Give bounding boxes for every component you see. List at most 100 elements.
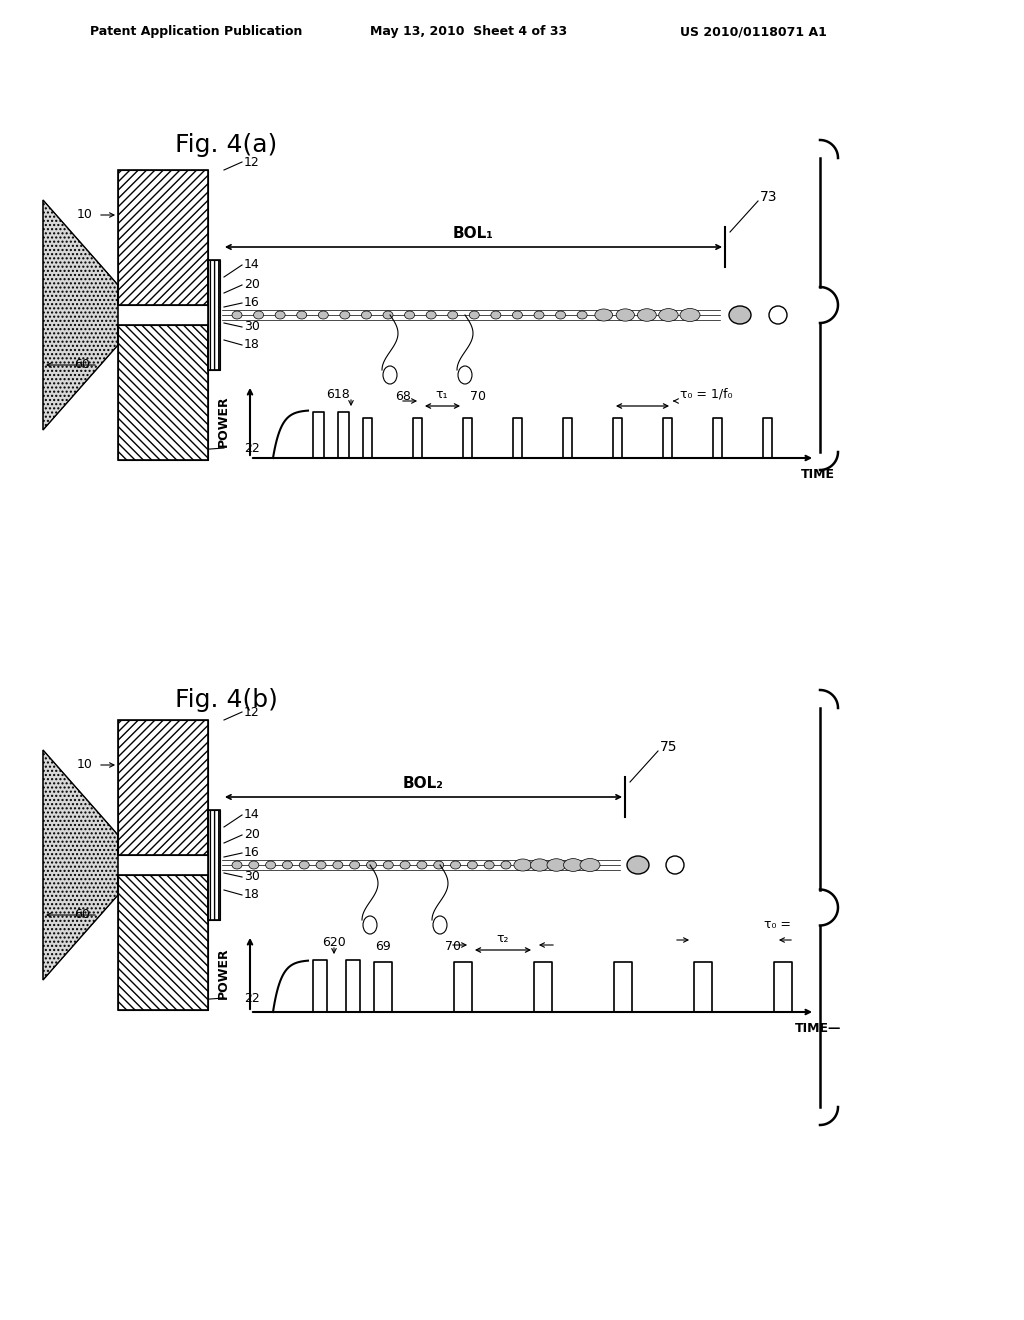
Bar (118, 875, 208, 1010)
Text: τ₀ =: τ₀ = (764, 919, 791, 932)
Ellipse shape (490, 312, 501, 319)
Bar (118, 170, 208, 305)
Text: POWER: POWER (216, 948, 229, 999)
Ellipse shape (501, 861, 511, 869)
Ellipse shape (318, 312, 329, 319)
Ellipse shape (275, 312, 285, 319)
Ellipse shape (616, 309, 635, 321)
Ellipse shape (383, 861, 393, 869)
Ellipse shape (512, 312, 522, 319)
Text: 73: 73 (760, 190, 777, 205)
Ellipse shape (333, 861, 343, 869)
Ellipse shape (451, 861, 461, 869)
Bar (118, 719, 208, 855)
Polygon shape (43, 201, 118, 430)
Ellipse shape (404, 312, 415, 319)
Ellipse shape (433, 916, 447, 935)
Ellipse shape (249, 861, 259, 869)
Text: TIME—: TIME— (795, 1022, 841, 1035)
Ellipse shape (530, 859, 549, 871)
Ellipse shape (514, 859, 531, 871)
Text: 70: 70 (445, 940, 461, 953)
Ellipse shape (297, 312, 307, 319)
Ellipse shape (769, 306, 787, 323)
Text: POWER: POWER (216, 395, 229, 446)
Text: 14: 14 (244, 259, 260, 272)
Ellipse shape (627, 855, 649, 874)
Ellipse shape (658, 309, 678, 321)
Bar (118, 325, 208, 459)
Text: 70: 70 (470, 391, 486, 404)
Ellipse shape (316, 861, 326, 869)
Ellipse shape (340, 312, 350, 319)
Ellipse shape (556, 312, 565, 319)
Text: 10: 10 (77, 209, 93, 222)
Text: 30: 30 (244, 870, 260, 883)
Ellipse shape (383, 312, 393, 319)
Ellipse shape (383, 366, 397, 384)
Ellipse shape (283, 861, 293, 869)
Ellipse shape (637, 309, 656, 321)
Polygon shape (43, 750, 118, 979)
Bar (118, 875, 208, 1010)
Text: Fig. 4(b): Fig. 4(b) (175, 688, 278, 711)
Text: 69: 69 (375, 940, 391, 953)
Ellipse shape (367, 861, 377, 869)
Ellipse shape (299, 861, 309, 869)
Text: 20: 20 (244, 279, 260, 292)
Text: 22: 22 (244, 991, 260, 1005)
Text: 16: 16 (244, 297, 260, 309)
Text: Patent Application Publication: Patent Application Publication (90, 25, 302, 38)
Text: 18: 18 (244, 338, 260, 351)
Ellipse shape (232, 861, 242, 869)
Ellipse shape (458, 366, 472, 384)
Ellipse shape (578, 312, 587, 319)
Text: 14: 14 (244, 808, 260, 821)
Ellipse shape (484, 861, 495, 869)
Text: May 13, 2010  Sheet 4 of 33: May 13, 2010 Sheet 4 of 33 (370, 25, 567, 38)
Text: 68: 68 (395, 391, 411, 404)
Text: 60: 60 (74, 359, 90, 371)
Bar (208, 260, 220, 370)
Bar (208, 810, 220, 920)
Text: 75: 75 (660, 741, 678, 754)
Text: 60: 60 (74, 908, 90, 921)
Text: 20: 20 (244, 829, 260, 842)
Bar (118, 325, 208, 459)
Ellipse shape (434, 861, 443, 869)
Text: τ₀ = 1/f₀: τ₀ = 1/f₀ (680, 388, 732, 400)
Text: τ₁: τ₁ (436, 388, 449, 400)
Ellipse shape (469, 312, 479, 319)
Ellipse shape (426, 312, 436, 319)
Text: TIME: TIME (801, 467, 835, 480)
Ellipse shape (265, 861, 275, 869)
Ellipse shape (361, 312, 372, 319)
Ellipse shape (467, 861, 477, 869)
Text: 30: 30 (244, 321, 260, 334)
Ellipse shape (417, 861, 427, 869)
Ellipse shape (362, 916, 377, 935)
Text: τ₂: τ₂ (497, 932, 509, 945)
Ellipse shape (580, 858, 600, 871)
Text: 12: 12 (244, 705, 260, 718)
Text: BOL₁: BOL₁ (453, 226, 494, 240)
Ellipse shape (534, 312, 544, 319)
Text: 18: 18 (244, 888, 260, 902)
Ellipse shape (680, 309, 700, 322)
Ellipse shape (400, 861, 410, 869)
Ellipse shape (254, 312, 263, 319)
Text: Fig. 4(a): Fig. 4(a) (175, 133, 278, 157)
Text: 10: 10 (77, 759, 93, 771)
Ellipse shape (666, 855, 684, 874)
Ellipse shape (447, 312, 458, 319)
Text: BOL₂: BOL₂ (402, 776, 443, 791)
Bar (208, 810, 220, 920)
Ellipse shape (595, 309, 612, 321)
Text: 620: 620 (323, 936, 346, 949)
Text: 22: 22 (244, 441, 260, 454)
Bar (118, 719, 208, 855)
Bar (118, 170, 208, 305)
Text: 16: 16 (244, 846, 260, 859)
Ellipse shape (232, 312, 242, 319)
Ellipse shape (563, 858, 583, 871)
